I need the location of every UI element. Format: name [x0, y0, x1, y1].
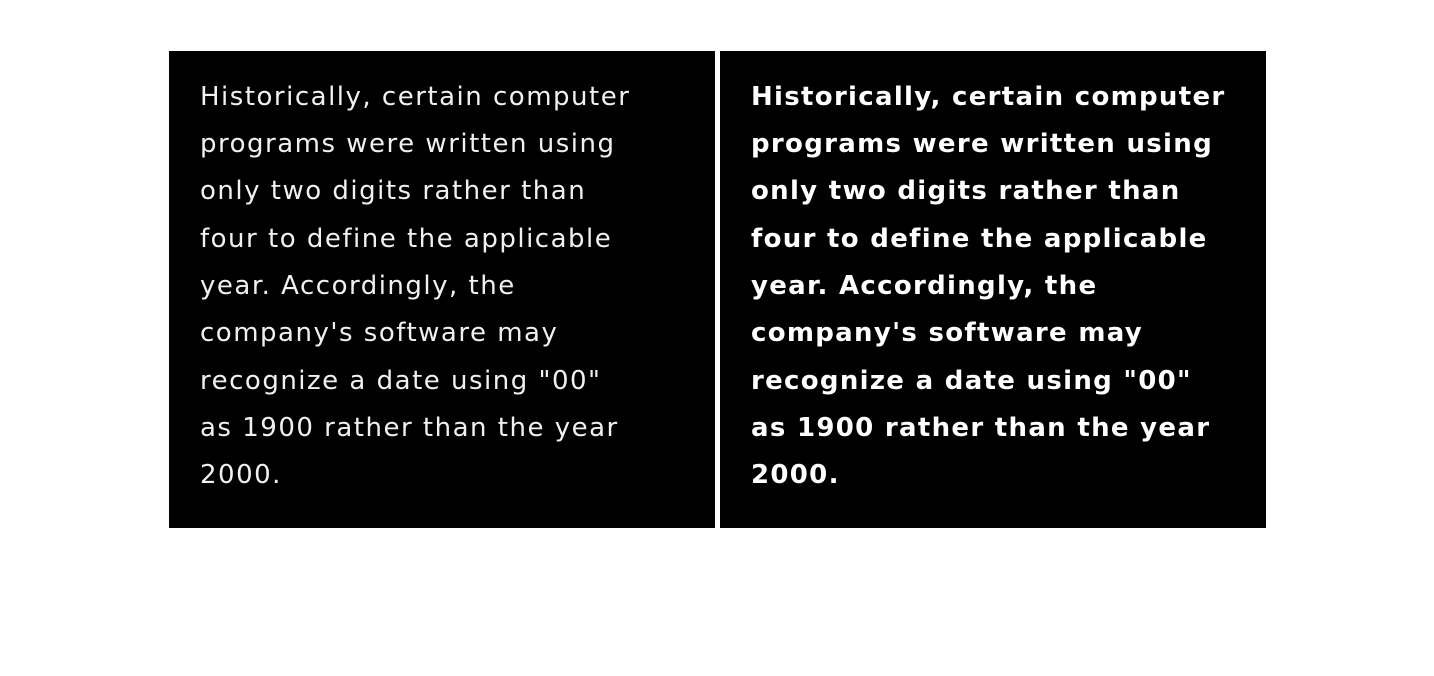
text-line: as 1900 rather than the year [200, 413, 619, 443]
text-line: only two digits rather than [751, 176, 1181, 206]
text-line: 2000. [200, 460, 282, 490]
text-line: 2000. [751, 460, 840, 490]
text-line: only two digits rather than [200, 176, 587, 206]
text-line: year. Accordingly, the [200, 271, 516, 301]
text-panel-bold: Historically, certain computer programs … [720, 51, 1266, 528]
text-line: programs were written using [751, 129, 1213, 159]
text-line: recognize a date using "00" [751, 366, 1192, 396]
text-line: Historically, certain computer [200, 82, 631, 112]
text-line: recognize a date using "00" [200, 366, 602, 396]
text-line: year. Accordingly, the [751, 271, 1098, 301]
text-line: four to define the applicable [200, 224, 613, 254]
text-line: programs were written using [200, 129, 616, 159]
text-line: company's software may [751, 318, 1144, 348]
text-panel-regular: Historically, certain computer programs … [169, 51, 715, 528]
text-line: as 1900 rather than the year [751, 413, 1211, 443]
text-line: four to define the applicable [751, 224, 1208, 254]
text-line: Historically, certain computer [751, 82, 1226, 112]
text-line: company's software may [200, 318, 559, 348]
